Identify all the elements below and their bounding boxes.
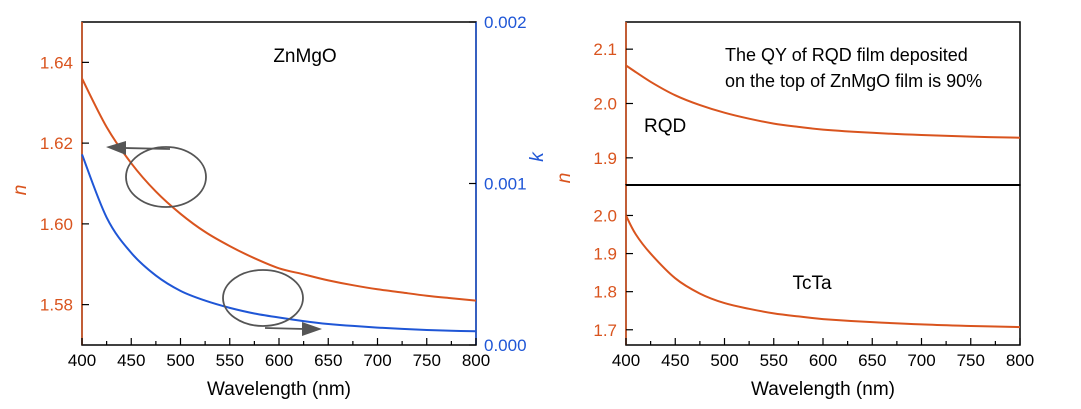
y-tick-label: 1.8 xyxy=(593,283,617,302)
y-tick-label: 1.60 xyxy=(40,215,73,234)
x-tick-label: 400 xyxy=(612,351,640,370)
x-tick-label: 450 xyxy=(661,351,689,370)
series-line-tcta xyxy=(625,215,1021,329)
y2-axis-label: k xyxy=(527,151,548,162)
n-axis-indicator-arrowhead xyxy=(106,141,126,155)
y2-tick-label: 0.000 xyxy=(484,336,527,355)
x-tick-label: 550 xyxy=(760,351,788,370)
x-tick-label: 800 xyxy=(1006,351,1034,370)
y2-tick-label: 0.002 xyxy=(484,13,527,32)
x-tick-label: 800 xyxy=(462,351,490,370)
x-tick-label: 600 xyxy=(265,351,293,370)
bottom-plot-frame xyxy=(625,184,1021,346)
x-tick-label: 450 xyxy=(117,351,145,370)
k-axis-indicator-arrowhead xyxy=(302,322,322,336)
n-axis-indicator-ellipse xyxy=(125,146,207,208)
annotation-line-2: on the top of ZnMgO film is 90% xyxy=(725,71,982,91)
series-line-k xyxy=(81,154,477,333)
x-tick-label: 500 xyxy=(710,351,738,370)
right-top-chart: 1.9 2.0 2.1 RQD The QY of RQD film deposited… xyxy=(593,21,1021,186)
x-tick-label: 700 xyxy=(907,351,935,370)
left-plot-frame xyxy=(81,21,477,346)
x-tick-label: 750 xyxy=(957,351,985,370)
x-tick-label: 400 xyxy=(68,351,96,370)
series-label-rqd: RQD xyxy=(644,116,686,137)
left-chart: 400 450 500 550 600 650 700 750 800 1.58 1.60 1.62 1… xyxy=(10,13,548,400)
x-tick-label: 550 xyxy=(216,351,244,370)
y2-tick-label: 0.001 xyxy=(484,175,527,194)
x-tick-label: 650 xyxy=(858,351,886,370)
y-tick-label: 1.7 xyxy=(593,321,617,340)
series-label-tcta: TcTa xyxy=(792,273,832,294)
k-axis-indicator-arrow xyxy=(264,327,306,330)
y-tick-label: 2.0 xyxy=(593,206,617,225)
x-tick-label: 700 xyxy=(363,351,391,370)
k-axis-indicator-ellipse xyxy=(222,269,304,327)
n-axis-indicator-arrow xyxy=(123,147,171,150)
y-tick-label: 1.58 xyxy=(40,296,73,315)
y-tick-label: 2.0 xyxy=(593,95,617,114)
y-tick-label: 1.64 xyxy=(40,53,73,72)
series-line-n xyxy=(81,78,477,302)
y-tick-label: 2.1 xyxy=(593,40,617,59)
y-tick-label: 1.9 xyxy=(593,245,617,264)
annotation-line-1: The QY of RQD film deposited xyxy=(725,45,968,65)
x-tick-label: 600 xyxy=(809,351,837,370)
x-tick-label: 650 xyxy=(314,351,342,370)
chart-title: ZnMgO xyxy=(273,46,336,67)
y-tick-label: 1.62 xyxy=(40,134,73,153)
right-bottom-chart: 1.7 1.8 1.9 2.0 400 450 500 550 600 650 700 750 800 T… xyxy=(554,173,1034,400)
y-axis-label: n xyxy=(10,185,31,196)
x-axis-label-right: Wavelength (nm) xyxy=(751,379,895,400)
x-axis-label: Wavelength (nm) xyxy=(207,379,351,400)
x-tick-label: 750 xyxy=(413,351,441,370)
y-axis-label-right: n xyxy=(554,173,575,184)
series-line-rqd xyxy=(625,64,1021,139)
y-tick-label: 1.9 xyxy=(593,149,617,168)
x-tick-label: 500 xyxy=(166,351,194,370)
